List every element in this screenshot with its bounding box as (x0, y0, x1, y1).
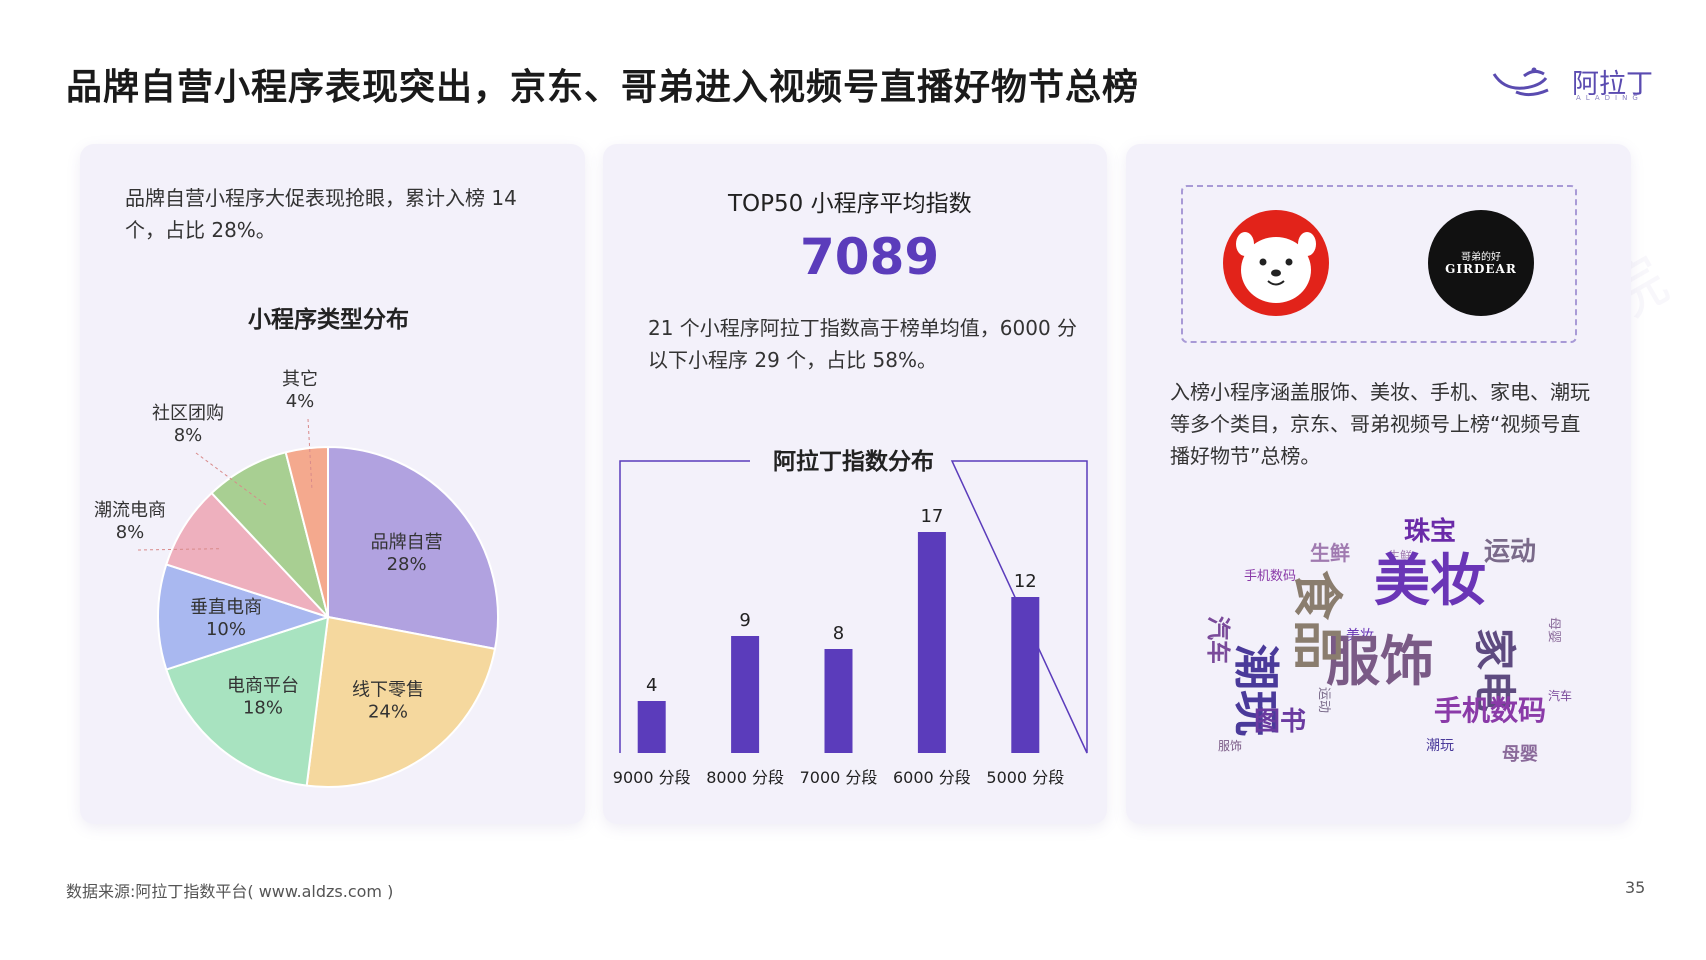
bar-3 (824, 649, 853, 753)
pie-leader-line (137, 548, 221, 551)
bar-chart: 阿拉丁指数分布 4 9000 分段 9 8000 分段 8 7000 分段 17 6000 分段… (613, 448, 1088, 787)
wordcloud-word-small: 潮玩 (1426, 738, 1454, 754)
bar-category-label: 5000 分段 (986, 768, 1064, 787)
wordcloud-word: 生鲜 (1310, 541, 1350, 565)
logo-text: 阿拉丁 (1572, 69, 1653, 100)
pie-percent-label: 4% (286, 391, 315, 412)
pie-label: 垂直电商 (190, 597, 262, 618)
pie-label: 线下零售 (352, 680, 424, 701)
pie-percent-label: 8% (174, 425, 203, 446)
pie-label: 潮流电商 (94, 500, 166, 521)
bar-category-label: 8000 分段 (706, 768, 784, 787)
pie-percent-label: 18% (243, 698, 283, 719)
wordcloud-word-small: 服饰 (1218, 739, 1242, 753)
bar-5 (1011, 597, 1040, 753)
average-index-value: 7089 (800, 228, 940, 286)
bar-value-label: 4 (646, 675, 657, 696)
panel2-text: 21 个小程序阿拉丁指数高于榜单均值，6000 分以下小程序 29 个，占比 5… (648, 316, 1078, 372)
panel3-text: 入榜小程序涵盖服饰、美妆、手机、家电、潮玩等多个类目，京东、哥弟视频号上榜“视频… (1170, 380, 1590, 468)
data-source: 数据来源:阿拉丁指数平台( www.aldzs.com ) (66, 882, 394, 901)
wordcloud-word: 图书 (1254, 707, 1306, 737)
page-number: 35 (1625, 878, 1646, 897)
pie-label: 其它 (282, 369, 318, 390)
wordcloud-word-small: 手机数码 (1244, 569, 1296, 584)
pie-slice-3 (165, 615, 330, 787)
index-header: TOP50 小程序平均指数 (728, 191, 972, 217)
pie-label: 社区团购 (152, 403, 224, 424)
wordcloud-word: 食品 (1288, 570, 1346, 670)
pie-label: 品牌自营 (371, 532, 443, 553)
bar-value-label: 9 (739, 610, 750, 631)
pie-percent-label: 8% (116, 522, 145, 543)
bar-category-label: 9000 分段 (613, 768, 691, 787)
wordcloud-word: 家电 (1470, 628, 1519, 712)
pie-percent-label: 10% (206, 619, 246, 640)
bar-value-label: 8 (833, 623, 844, 644)
bar-category-label: 7000 分段 (800, 768, 878, 787)
wordcloud-word: 珠宝 (1404, 516, 1456, 547)
pie-slice-1 (327, 445, 499, 651)
wordcloud-word: 运动 (1484, 537, 1536, 567)
bar-category-label: 6000 分段 (893, 768, 971, 787)
bar-4 (917, 532, 946, 753)
pie-percent-label: 28% (387, 554, 427, 575)
pie-slice-4 (157, 563, 332, 671)
logo-subtitle: ALADING (1576, 94, 1643, 102)
pie-percent-label: 24% (368, 702, 408, 723)
brands-panel (1126, 144, 1631, 824)
panel1-text: 品牌自营小程序大促表现抢眼，累计入榜 14 个，占比 28%。 (125, 186, 517, 242)
bar-value-label: 17 (920, 506, 943, 527)
wordcloud-word: 母婴 (1502, 744, 1538, 765)
pie-slice-7 (284, 445, 329, 618)
bar-2 (731, 636, 760, 753)
page-title: 品牌自营小程序表现突出，京东、哥弟进入视频号直播好物节总榜 (66, 67, 1140, 108)
bar-chart-title: 阿拉丁指数分布 (773, 448, 934, 475)
pie-leader-line (195, 452, 267, 506)
brand-logo: 阿拉丁 ALADING (1490, 58, 1653, 108)
wordcloud-word: 潮玩 (1229, 644, 1283, 736)
wordcloud-word-small: 生鲜 (1388, 549, 1412, 563)
wordcloud-word: 美妆 (1374, 549, 1486, 614)
wordcloud-word-small: 美妆 (1346, 628, 1374, 644)
wordcloud-word-small: 运动 (1316, 687, 1331, 713)
category-wordcloud: 美妆 手机数码 母婴 潮玩 运动 服饰 汽车 生鲜 美妆 服饰 食品 潮玩 家电 手机数码 汽车 图书 运动 珠宝… (1180, 500, 1590, 770)
wordcloud-word-small: 汽车 (1548, 688, 1572, 703)
bar-value-label: 12 (1014, 571, 1037, 592)
wordcloud-word: 服饰 (1326, 630, 1434, 693)
bar-1 (637, 701, 666, 753)
pie-label: 电商平台 (227, 676, 299, 697)
lamp-icon (1492, 67, 1549, 97)
pie-title: 小程序类型分布 (248, 307, 409, 333)
pie-chart: 品牌自营28%线下零售24%电商平台18%垂直电商10%潮流电商8%社区团购8%… (94, 369, 499, 788)
wordcloud-word: 手机数码 (1434, 694, 1546, 727)
pie-slice-2 (305, 615, 497, 788)
brand-logos-box (1181, 185, 1577, 343)
wordcloud-word: 汽车 (1204, 616, 1232, 664)
wordcloud-word-small: 母婴 (1546, 617, 1561, 643)
